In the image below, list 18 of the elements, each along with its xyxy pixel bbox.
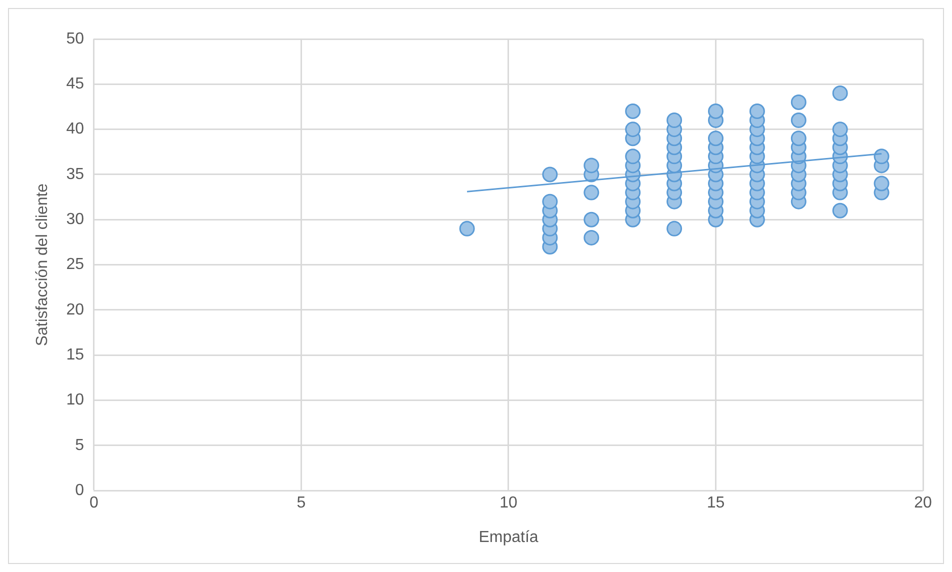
- x-axis-title: Empatía: [478, 528, 538, 546]
- y-tick-label: 0: [75, 482, 84, 500]
- x-tick-label: 0: [90, 494, 99, 512]
- y-tick-label: 15: [66, 346, 84, 364]
- y-tick-label: 10: [66, 392, 84, 409]
- x-tick-label: 10: [500, 494, 518, 512]
- y-tick-label: 40: [66, 120, 84, 138]
- x-tick-label: 15: [706, 494, 725, 512]
- y-tick-label: 35: [66, 166, 84, 183]
- y-tick-label: 30: [66, 211, 84, 228]
- y-tick-label: 20: [66, 301, 84, 318]
- y-tick-label: 50: [66, 30, 84, 48]
- y-tick-label: 25: [66, 256, 84, 274]
- y-tick-label: 5: [75, 436, 84, 454]
- y-tick-label: 45: [66, 76, 84, 93]
- x-tick-label: 20: [914, 494, 932, 512]
- x-tick-label: 5: [296, 494, 306, 512]
- y-axis-title: Satisfacción del cliente: [34, 183, 52, 346]
